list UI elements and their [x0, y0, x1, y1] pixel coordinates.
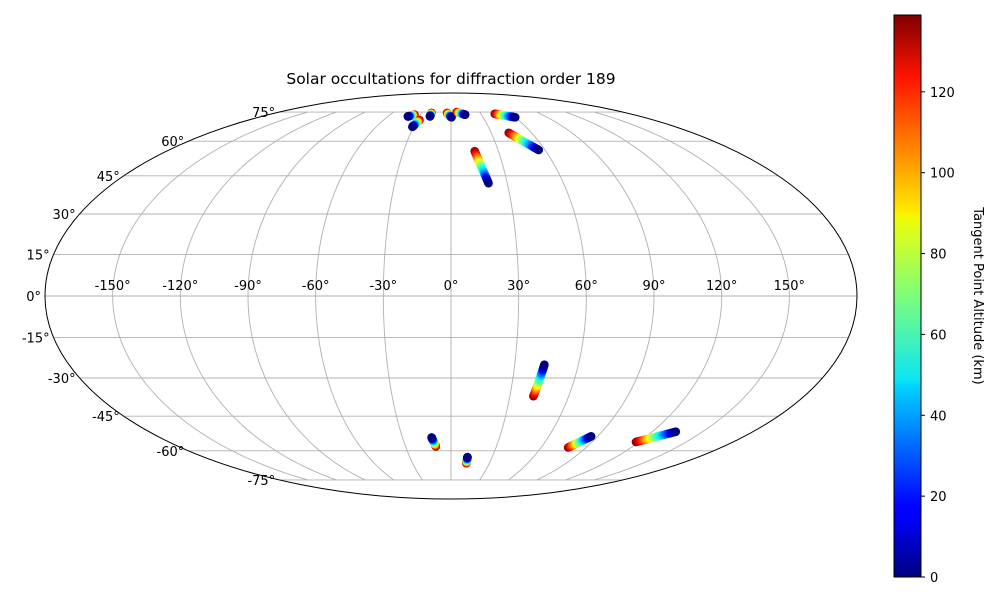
latitude-tick-label: -60° [157, 445, 185, 460]
occultation-point [484, 178, 493, 188]
occultation-point [534, 145, 544, 155]
longitude-gridline [508, 111, 587, 481]
longitude-gridline [179, 111, 337, 481]
latitude-tick-label: 75° [252, 106, 275, 121]
occultation-point [408, 122, 417, 132]
occultation-point [425, 112, 435, 121]
latitude-tick-label: -15° [22, 332, 50, 347]
occultation-point [510, 113, 520, 122]
longitude-tick-label: 60° [575, 279, 598, 294]
occultation-points [403, 107, 681, 468]
longitude-tick-label: -150° [95, 279, 131, 294]
latitude-tick-label: 45° [97, 170, 120, 185]
occultation-point [586, 432, 596, 441]
longitude-gridline [565, 111, 723, 481]
colorbar-tick-label: 100 [930, 167, 955, 182]
occultation-point [460, 110, 470, 119]
longitude-tick-label: -60° [302, 279, 330, 294]
colorbar-tick-label: 60 [930, 328, 947, 343]
longitude-gridline [247, 111, 366, 481]
colorbar-label: Tangent Point Altitude (km) [970, 206, 985, 384]
occultation-point [447, 113, 456, 122]
latitude-tick-label: 0° [26, 290, 41, 305]
longitude-gridline [315, 111, 394, 481]
colorbar-tick-label: 80 [930, 248, 947, 263]
colorbar: 0 20 40 60 80 100 120 Tangent Point Altitude (… [893, 14, 985, 586]
longitude-gridline [382, 111, 423, 481]
graticule-grid [45, 111, 857, 481]
occultation-point [540, 360, 549, 370]
occultation-point [403, 112, 413, 121]
longitude-tick-label: 120° [706, 279, 737, 294]
longitude-tick-label: 30° [507, 279, 530, 294]
colorbar-tick-label: 20 [930, 490, 947, 505]
latitude-tick-label: 15° [27, 248, 50, 263]
longitude-tick-label: -30° [369, 279, 397, 294]
longitude-tick-labels: -150° -120° -90° -60° -30° 0° 30° 60° 90° 120° 150… [95, 279, 805, 294]
chart-title: Solar occultations for diffraction order… [286, 70, 615, 88]
longitude-tick-label: -90° [234, 279, 262, 294]
colorbar-tick-label: 120 [930, 86, 955, 101]
colorbar-gradient [893, 14, 922, 578]
latitude-tick-label: -75° [247, 474, 275, 489]
latitude-tick-label: 30° [53, 208, 76, 223]
occultation-point [427, 433, 436, 442]
longitude-tick-label: 0° [444, 279, 459, 294]
colorbar-ticks: 0 20 40 60 80 100 120 [921, 86, 955, 586]
longitude-tick-label: 150° [774, 279, 805, 294]
occultation-point [671, 427, 681, 437]
longitude-gridline [594, 111, 790, 481]
latitude-tick-labels: 75° 60° 45° 30° 15° 0° -15° -30° -45° -60° -75° [22, 106, 275, 489]
latitude-tick-label: 60° [161, 135, 184, 150]
longitude-gridline [112, 111, 308, 481]
occultation-point [463, 452, 472, 462]
longitude-gridline [479, 111, 520, 481]
latitude-tick-label: -45° [92, 410, 120, 425]
colorbar-tick-label: 0 [930, 571, 938, 586]
latitude-tick-label: -30° [48, 372, 76, 387]
longitude-gridline [536, 111, 655, 481]
map-boundary [44, 92, 858, 500]
colorbar-tick-label: 40 [930, 409, 947, 424]
longitude-tick-label: -120° [162, 279, 198, 294]
longitude-tick-label: 90° [642, 279, 665, 294]
